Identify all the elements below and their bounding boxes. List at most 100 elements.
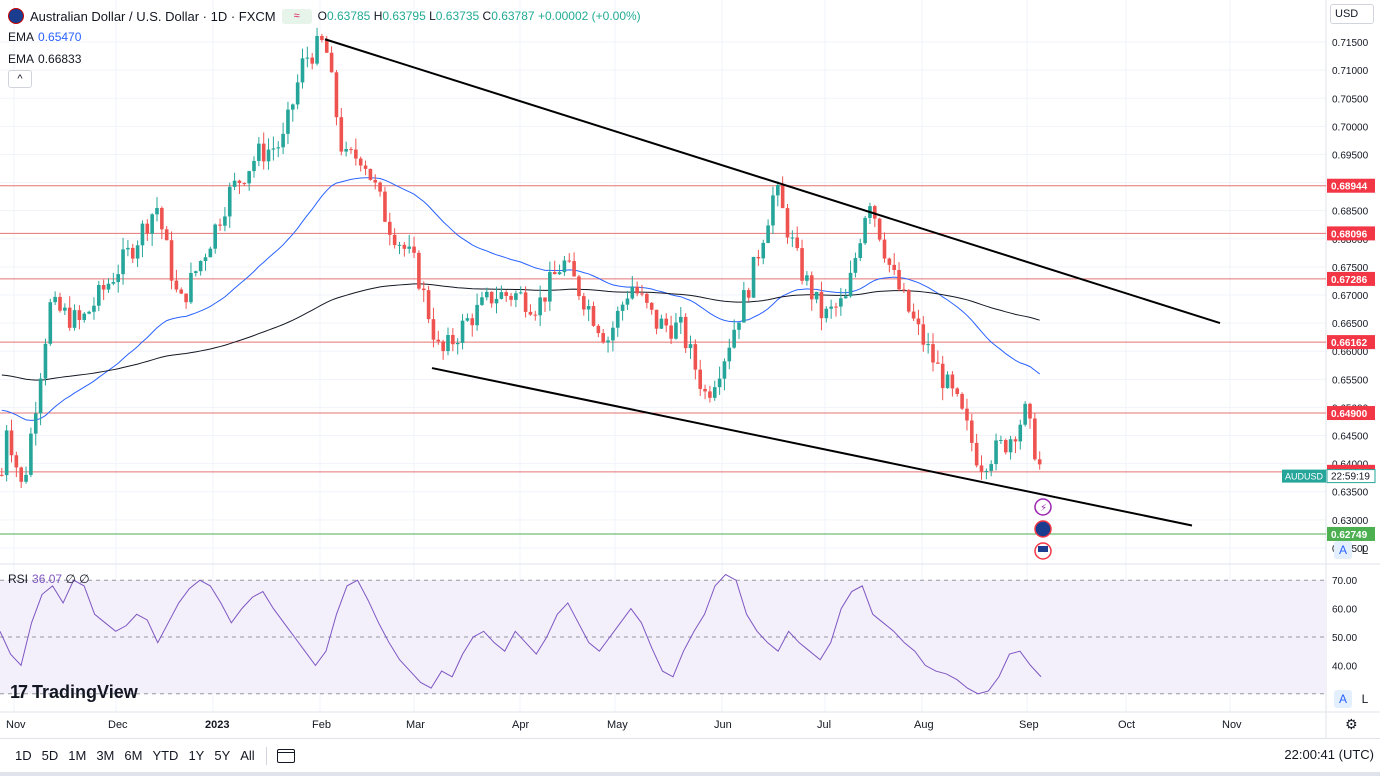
candle-up (407, 246, 411, 249)
settings-gear-icon[interactable]: ⚙ (1345, 716, 1358, 732)
candle-up (717, 378, 722, 388)
candle-down (940, 363, 945, 389)
candle-up (135, 245, 140, 259)
candle-up (1018, 424, 1023, 442)
candle-up (465, 318, 470, 321)
candle-up (446, 334, 450, 352)
range-5d[interactable]: 5D (41, 748, 59, 763)
ema-value: 0.66833 (38, 52, 82, 66)
time-tick-label: Nov (1222, 719, 1242, 731)
candle-up (790, 237, 795, 239)
candle-up (72, 310, 77, 328)
candle-up (189, 272, 193, 303)
price-tick-label: 0.63000 (1332, 516, 1369, 527)
candle-up (518, 292, 523, 294)
candle-down (58, 296, 62, 311)
trend-lines[interactable] (324, 38, 1221, 527)
candle-up (397, 244, 402, 246)
ema-legend-fast[interactable]: EMA 0.65470 (8, 30, 81, 44)
rsi-log-scale-button[interactable]: L (1361, 692, 1369, 706)
range-1y[interactable]: 1Y (188, 748, 205, 763)
candle-up (989, 464, 993, 471)
log-scale-button[interactable]: L (1361, 543, 1369, 557)
candle-up (659, 318, 664, 329)
candle-up (615, 310, 620, 328)
candle-down (130, 247, 135, 259)
candle-down (310, 57, 314, 64)
go-to-date-calendar-icon[interactable] (276, 748, 295, 763)
candle-up (679, 316, 683, 323)
candle-down (795, 237, 799, 249)
candle-up (29, 433, 33, 475)
price-level-label: 0.68944 (1331, 182, 1368, 193)
time-tick-label: Aug (914, 719, 934, 731)
candle-up (203, 257, 208, 262)
candle-up (514, 293, 518, 300)
symbol-title[interactable]: Australian Dollar / U.S. Dollar · 1D · F… (30, 8, 276, 24)
candle-up (208, 248, 213, 258)
range-3m[interactable]: 3M (96, 748, 115, 763)
candle-up (82, 313, 87, 320)
candle-up (606, 340, 610, 343)
candle-up (194, 271, 198, 273)
candle-up (984, 470, 989, 472)
auto-scale-button[interactable]: A (1334, 541, 1352, 559)
range-all[interactable]: All (240, 748, 255, 763)
candle-up (97, 284, 101, 306)
tradingview-logo[interactable]: 17 TradingView (10, 682, 138, 703)
ema-label: EMA (8, 52, 35, 66)
range-1d[interactable]: 1D (15, 748, 32, 763)
candle-up (286, 109, 290, 134)
event-markers[interactable]: ⚡ (1034, 498, 1052, 560)
rsi-tick-label: 50.00 (1332, 633, 1357, 644)
rsi-legend[interactable]: RSI 36.07 ∅ ∅ (8, 572, 90, 586)
candle-up (742, 290, 746, 323)
rsi-auto-scale-button[interactable]: A (1334, 690, 1352, 708)
candle-down (582, 296, 586, 310)
collapse-legend-button[interactable]: ^ (8, 70, 32, 88)
market-status-badge[interactable]: ≈ (281, 8, 312, 24)
candle-up (999, 440, 1003, 442)
candle-down (470, 318, 475, 326)
candle-down (358, 158, 363, 166)
range-5y[interactable]: 5Y (214, 748, 231, 763)
candle-down (649, 302, 654, 310)
candle-up (116, 274, 120, 283)
candle-down (921, 324, 926, 345)
candle-down (746, 290, 751, 298)
candle-down (1033, 418, 1037, 460)
candle-down (645, 293, 649, 303)
candle-down (523, 292, 528, 312)
symbol-tag (1282, 469, 1326, 483)
time-axis[interactable]: Nov Dec 2023 Feb Mar Apr May Jun Jul Aug Sep Oct Nov (6, 719, 1242, 731)
rsi-band (0, 579, 1326, 695)
candle-down (349, 149, 353, 151)
candle-up (198, 261, 203, 272)
candle-up (548, 272, 552, 302)
high-label: H (373, 9, 383, 23)
candle-down (164, 229, 169, 241)
time-tick-label: Nov (6, 719, 26, 731)
symbol-legend: Australian Dollar / U.S. Dollar · 1D · F… (8, 8, 641, 24)
price-axis[interactable]: 0.715000.710000.705000.700000.695000.690… (1332, 38, 1369, 672)
currency-select[interactable]: USD (1330, 4, 1374, 24)
candle-down (819, 291, 824, 319)
candle-up (87, 311, 91, 314)
candle-down (451, 334, 455, 345)
range-6m[interactable]: 6M (124, 748, 143, 763)
candle-up (315, 35, 319, 64)
price-level-label: 0.64900 (1331, 409, 1368, 420)
candle-up (538, 297, 542, 316)
candle-up (751, 256, 756, 298)
candle-up (805, 275, 809, 281)
time-tick-label: Sep (1019, 719, 1039, 731)
utc-clock[interactable]: 22:00:41 (UTC) (1284, 747, 1374, 762)
range-1m[interactable]: 1M (68, 748, 87, 763)
ema-legend-slow[interactable]: EMA 0.66833 (8, 52, 81, 66)
bottom-toolbar: 1D 5D 1M 3M 6M YTD 1Y 5Y All (0, 738, 1380, 772)
candle-up (291, 104, 295, 110)
range-ytd[interactable]: YTD (152, 748, 179, 763)
candle-up (63, 307, 67, 311)
candle-up (305, 57, 310, 59)
